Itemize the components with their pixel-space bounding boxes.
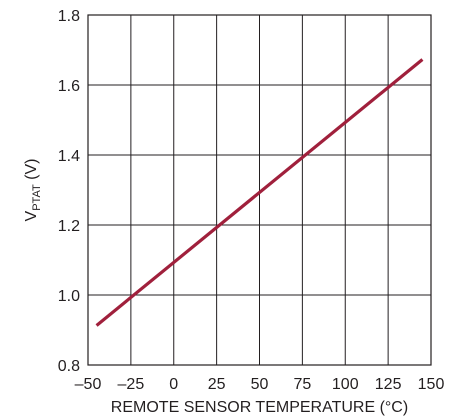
grid: [88, 15, 431, 365]
x-tick-label: 125: [375, 376, 402, 393]
y-tick-label: 0.8: [58, 358, 80, 375]
y-tick-labels: 0.8 1.0 1.2 1.4 1.6 1.8: [58, 8, 80, 375]
x-tick-label: –25: [118, 376, 145, 393]
x-tick-label: –50: [75, 376, 102, 393]
x-tick-label: 75: [293, 376, 311, 393]
y-tick-label: 1.4: [58, 148, 80, 165]
y-tick-label: 1.6: [58, 78, 80, 95]
x-tick-label: 0: [169, 376, 178, 393]
x-tick-label: 25: [208, 376, 226, 393]
y-axis-title-suffix: (V): [23, 159, 40, 185]
y-tick-label: 1.8: [58, 8, 80, 25]
y-axis-title: VPTAT (V): [23, 159, 43, 222]
x-axis-title: REMOTE SENSOR TEMPERATURE (°C): [111, 399, 408, 416]
x-tick-label: 50: [251, 376, 269, 393]
plot-frame: [87, 14, 432, 366]
y-tick-label: 1.2: [58, 218, 80, 235]
y-tick-label: 1.0: [58, 288, 80, 305]
x-tick-labels: –50 –25 0 25 50 75 100 125 150: [75, 376, 445, 393]
y-axis-title-subscript: PTAT: [31, 184, 43, 211]
series-group: [95, 58, 424, 327]
x-tick-label: 100: [332, 376, 359, 393]
y-axis-title-main: V: [23, 210, 40, 221]
series-line: [95, 58, 424, 327]
x-tick-label: 150: [418, 376, 445, 393]
